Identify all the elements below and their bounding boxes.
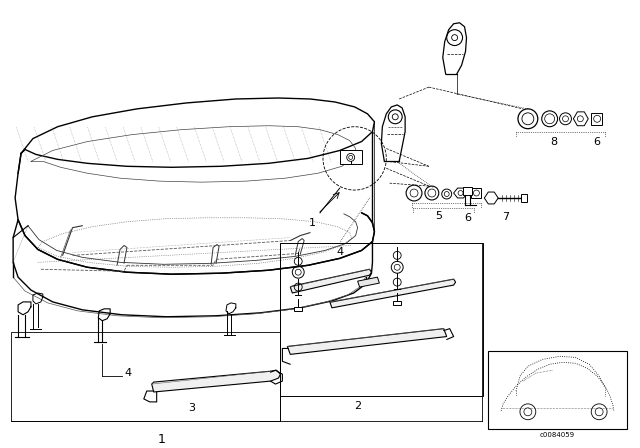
Bar <box>11 332 280 421</box>
Text: 2: 2 <box>354 401 361 411</box>
Bar <box>294 307 302 311</box>
Text: 3: 3 <box>188 403 195 413</box>
Text: 6: 6 <box>594 137 601 146</box>
Bar <box>463 187 472 195</box>
Polygon shape <box>484 192 498 204</box>
Polygon shape <box>358 277 380 287</box>
Text: c0084059: c0084059 <box>540 431 575 438</box>
Polygon shape <box>291 269 371 293</box>
Text: 4: 4 <box>336 247 344 258</box>
Bar <box>488 351 627 429</box>
Bar <box>521 194 527 202</box>
Polygon shape <box>454 188 467 198</box>
Bar <box>472 188 481 198</box>
Text: 1: 1 <box>157 433 166 446</box>
Text: 1: 1 <box>308 218 316 228</box>
Text: 6: 6 <box>464 213 471 223</box>
Text: 8: 8 <box>550 137 557 146</box>
Bar <box>591 113 602 125</box>
Bar <box>340 151 362 164</box>
Polygon shape <box>330 279 456 308</box>
Text: 7: 7 <box>502 212 509 222</box>
Text: 4: 4 <box>124 368 131 378</box>
Text: 5: 5 <box>435 211 442 221</box>
Bar <box>393 301 401 305</box>
Bar <box>280 242 483 396</box>
Polygon shape <box>152 370 280 392</box>
Polygon shape <box>287 329 447 354</box>
Polygon shape <box>573 112 588 126</box>
